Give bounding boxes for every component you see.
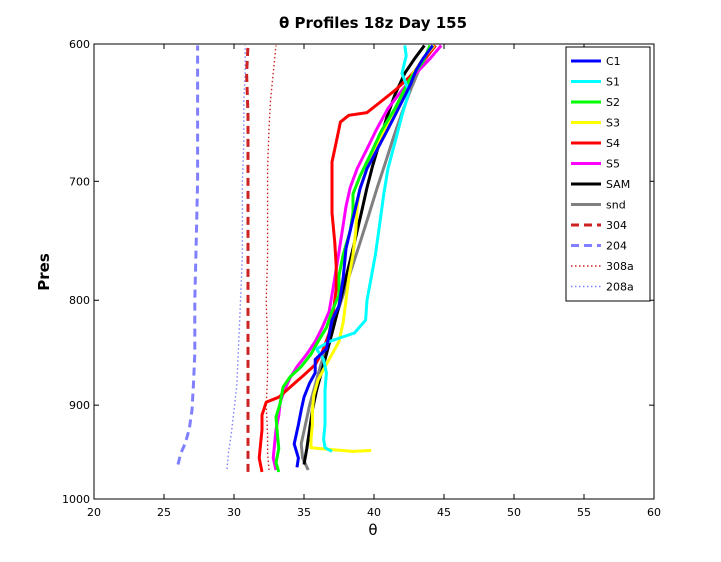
y-tick-label: 800 — [69, 294, 90, 307]
x-axis-label: θ — [368, 521, 377, 539]
legend-label-snd: snd — [606, 199, 626, 212]
legend-label-sam: SAM — [606, 178, 630, 191]
x-axis: 20 25 30 35 40 45 50 55 60 — [87, 44, 661, 519]
y-tick-label: 1000 — [62, 493, 90, 506]
series-line-204 — [176, 45, 200, 465]
legend-label-308a: 308a — [606, 260, 634, 273]
x-tick-label: 30 — [227, 506, 241, 519]
legend: C1 S1 S2 S3 S4 S5 SAM snd 304 204 308a 208a — [565, 46, 651, 302]
series-line-s3 — [309, 44, 436, 453]
series-line-c1 — [292, 44, 435, 468]
x-tick-label: 20 — [87, 506, 101, 519]
legend-label-304: 304 — [606, 219, 627, 232]
legend-label-s2: S2 — [606, 96, 620, 109]
series-line-304 — [245, 45, 250, 472]
x-tick-label: 35 — [297, 506, 311, 519]
y-tick-label: 900 — [69, 399, 90, 412]
legend-label-s1: S1 — [606, 76, 620, 89]
legend-label-204: 204 — [606, 240, 627, 253]
series-line-s4 — [257, 44, 437, 473]
series-line-s2 — [274, 44, 432, 473]
x-tick-label: 45 — [437, 506, 451, 519]
legend-label-c1: C1 — [606, 55, 621, 68]
x-tick-label: 55 — [577, 506, 591, 519]
series-line-208a — [226, 45, 246, 470]
legend-label-s4: S4 — [606, 137, 620, 150]
legend-label-s5: S5 — [606, 158, 620, 171]
legend-label-208a: 208a — [606, 281, 634, 294]
series-line-308a — [265, 45, 277, 471]
legend-label-s3: S3 — [606, 117, 620, 130]
y-axis: 600 700 800 900 1000 — [62, 38, 654, 506]
series-line-s1 — [315, 45, 411, 453]
y-axis-label: Pres — [35, 253, 53, 291]
x-tick-label: 60 — [647, 506, 661, 519]
x-tick-label: 25 — [157, 506, 171, 519]
plot-area — [93, 43, 655, 500]
x-tick-label: 50 — [507, 506, 521, 519]
y-tick-label: 700 — [69, 175, 90, 188]
x-tick-label: 40 — [367, 506, 381, 519]
chart-title: θ Profiles 18z Day 155 — [279, 14, 467, 32]
series-layer — [176, 44, 443, 473]
y-tick-label: 600 — [69, 38, 90, 51]
legend-box — [565, 46, 651, 302]
